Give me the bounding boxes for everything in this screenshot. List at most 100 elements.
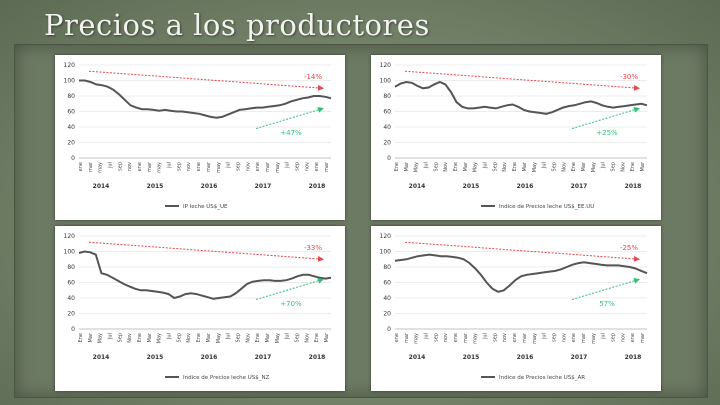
y-tick-label: 20 bbox=[383, 140, 391, 147]
x-tick-label: Jul bbox=[167, 333, 173, 340]
y-tick-label: 100 bbox=[64, 249, 76, 256]
trend-down-arrow bbox=[88, 70, 324, 91]
x-tick-label: Ene bbox=[314, 333, 320, 342]
year-label: 2018 bbox=[625, 183, 642, 190]
x-tick-label: may bbox=[216, 162, 222, 173]
year-label: 2014 bbox=[93, 354, 110, 361]
y-tick-label: 40 bbox=[67, 295, 75, 302]
trend-up-arrow bbox=[255, 277, 324, 301]
x-tick-label: Jul bbox=[285, 333, 291, 340]
y-tick-label: 80 bbox=[383, 93, 391, 100]
x-tick-label: sep bbox=[433, 333, 439, 342]
x-tick-label: Jul bbox=[601, 162, 607, 169]
trend-up-label: +47% bbox=[280, 129, 302, 137]
x-tick-label: ene bbox=[630, 333, 636, 342]
x-tick-label: Jul bbox=[108, 333, 114, 340]
year-label: 2015 bbox=[147, 183, 164, 190]
x-tick-label: may bbox=[414, 333, 420, 344]
y-tick-label: 20 bbox=[383, 311, 391, 318]
year-label: 2014 bbox=[409, 183, 426, 190]
x-tick-label: jul bbox=[601, 333, 607, 340]
year-label: 2016 bbox=[517, 354, 534, 361]
x-tick-label: sep bbox=[551, 333, 557, 342]
y-tick-label: 100 bbox=[380, 78, 392, 85]
x-tick-label: jul bbox=[483, 333, 489, 340]
x-tick-label: mar bbox=[324, 161, 330, 172]
x-tick-label: May bbox=[216, 333, 222, 343]
x-tick-label: mar bbox=[265, 161, 271, 172]
y-tick-label: 60 bbox=[383, 280, 391, 287]
x-tick-label: jul bbox=[108, 162, 114, 169]
y-tick-label: 80 bbox=[67, 264, 75, 271]
chart-panel-nz: 0 20 40 60 80 100 120 Ene Mar May Jul Sep Nov Ene Mar M… bbox=[55, 226, 345, 391]
x-tick-label: May bbox=[157, 333, 163, 343]
y-tick-label: 120 bbox=[380, 62, 392, 69]
x-tick-label: May bbox=[414, 162, 420, 172]
x-tick-label: nov bbox=[561, 333, 567, 342]
y-tick-label: 120 bbox=[380, 233, 392, 240]
y-tick-label: 60 bbox=[67, 109, 75, 116]
x-tick-label: ene bbox=[196, 162, 202, 171]
y-tick-label: 100 bbox=[64, 78, 76, 85]
x-tick-label: Mar bbox=[206, 332, 212, 342]
y-tick-label: 0 bbox=[387, 155, 391, 162]
x-tick-label: jul bbox=[424, 333, 430, 340]
x-tick-label: may bbox=[275, 162, 281, 173]
x-tick-label: Sep bbox=[235, 333, 241, 342]
x-tick-label: nov bbox=[186, 162, 192, 171]
x-tick-label: ene bbox=[394, 333, 400, 342]
x-tick-label: May bbox=[591, 162, 597, 172]
x-tick-label: Sep bbox=[117, 333, 123, 342]
x-tick-label: Ene bbox=[255, 333, 261, 342]
x-tick-label: Jul bbox=[424, 162, 430, 169]
x-tick-label: Jul bbox=[542, 162, 548, 169]
x-tick-label: Ene bbox=[137, 333, 143, 342]
x-tick-label: ene bbox=[571, 333, 577, 342]
x-tick-label: ene bbox=[137, 162, 143, 171]
x-tick-label: Sep bbox=[551, 162, 557, 171]
y-tick-label: 40 bbox=[383, 295, 391, 302]
x-tick-label: Nov bbox=[561, 162, 567, 172]
y-tick-label: 100 bbox=[380, 249, 392, 256]
legend-label: IP leche US$_UE bbox=[183, 204, 228, 210]
x-tick-label: Nov bbox=[304, 333, 310, 343]
x-tick-label: nov bbox=[127, 162, 133, 171]
x-tick-label: sep bbox=[610, 333, 616, 342]
x-tick-label: Nov bbox=[127, 333, 133, 343]
year-label: 2016 bbox=[201, 183, 218, 190]
trend-down-label: -30% bbox=[620, 73, 638, 81]
trend-up-arrow bbox=[571, 277, 640, 301]
year-label: 2014 bbox=[409, 354, 426, 361]
year-label: 2018 bbox=[625, 354, 642, 361]
year-label: 2017 bbox=[255, 183, 272, 190]
slide-title: Precios a los productores bbox=[44, 8, 430, 42]
trend-up-label: +70% bbox=[280, 300, 302, 308]
x-tick-label: mar bbox=[581, 332, 587, 343]
year-label: 2015 bbox=[463, 183, 480, 190]
x-tick-label: Mar bbox=[463, 161, 469, 171]
x-tick-label: Mar bbox=[265, 332, 271, 342]
x-tick-label: sep bbox=[492, 333, 498, 342]
x-tick-label: May bbox=[98, 333, 104, 343]
trend-up-label: +25% bbox=[596, 129, 618, 137]
trend-up-arrow bbox=[571, 106, 640, 130]
year-label: 2018 bbox=[309, 183, 326, 190]
x-tick-label: Nov bbox=[502, 162, 508, 172]
legend-label: Indice de Precios leche US$_NZ bbox=[183, 375, 270, 381]
x-tick-label: jul bbox=[226, 162, 232, 169]
y-tick-label: 40 bbox=[383, 124, 391, 131]
x-tick-label: Mar bbox=[640, 161, 646, 171]
x-tick-label: Nov bbox=[186, 333, 192, 343]
x-tick-label: mar bbox=[147, 161, 153, 172]
x-tick-label: Sep bbox=[433, 162, 439, 171]
x-tick-label: may bbox=[532, 333, 538, 344]
legend-label: Indice de Precios leche US$_EE.UU bbox=[499, 204, 594, 210]
legend-label: Indice de Precios leche US$_AR bbox=[499, 375, 585, 381]
x-tick-label: jul bbox=[285, 162, 291, 169]
x-tick-label: May bbox=[532, 162, 538, 172]
series-line bbox=[79, 79, 332, 119]
year-label: 2017 bbox=[571, 354, 588, 361]
